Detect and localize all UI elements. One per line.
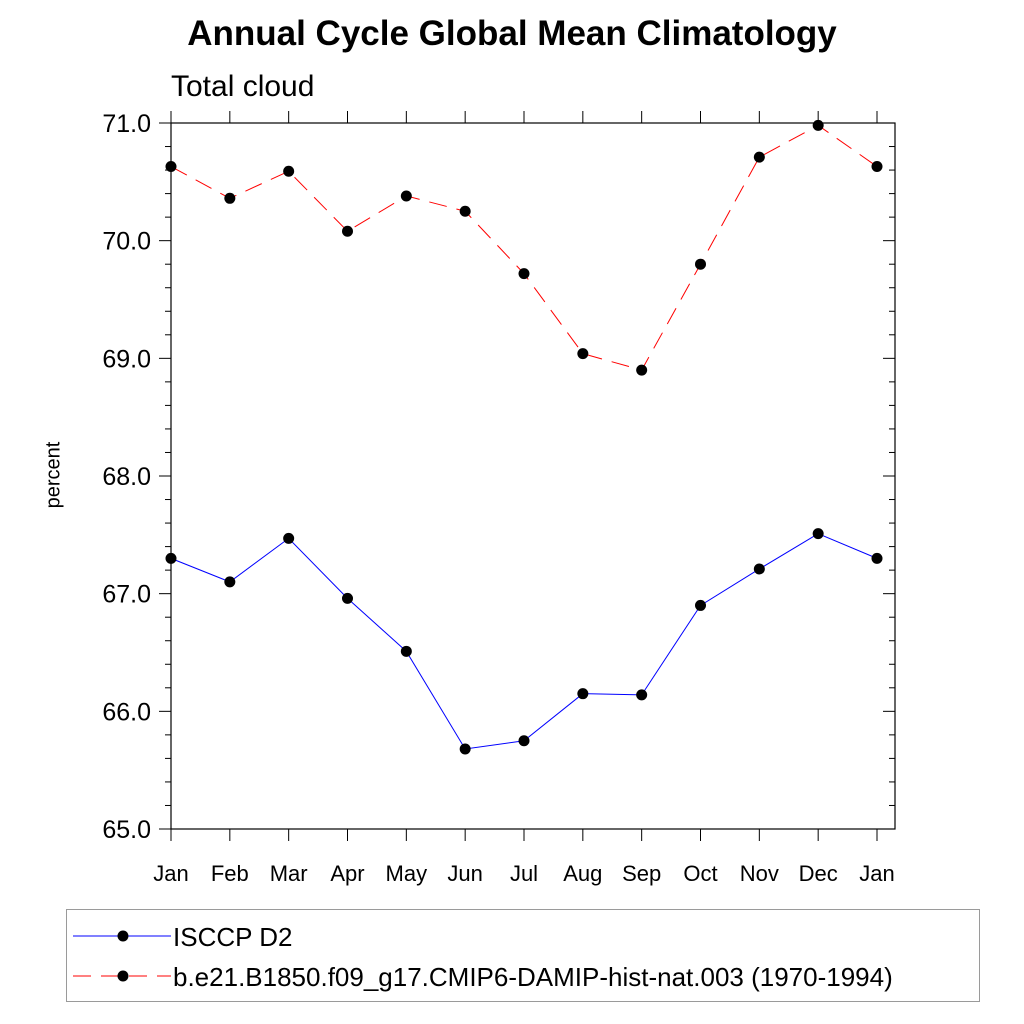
- chart-title: Annual Cycle Global Mean Climatology: [187, 14, 837, 53]
- data-point-series-1: [871, 552, 883, 564]
- data-point-series-1: [283, 532, 295, 544]
- data-point-series-1: [753, 563, 765, 575]
- y-tick-label: 69.0: [102, 345, 151, 373]
- legend: ISCCP D2 b.e21.B1850.f09_g17.CMIP6-DAMIP…: [66, 909, 980, 1002]
- data-point-series-2: [459, 205, 471, 217]
- legend-item-series-1: ISCCP D2: [67, 916, 977, 956]
- data-point-series-1: [695, 599, 706, 611]
- y-tick-label: 70.0: [102, 228, 151, 256]
- y-tick-label: 67.0: [102, 581, 151, 609]
- x-tick-label: Jun: [447, 861, 482, 886]
- series-line-2: [170, 124, 878, 371]
- x-tick-label: May: [386, 861, 428, 886]
- x-tick-label: Oct: [683, 861, 717, 886]
- legend-item-series-2: b.e21.B1850.f09_g17.CMIP6-DAMIP-hist-nat…: [67, 956, 977, 996]
- data-point-series-1: [518, 735, 530, 747]
- data-point-series-2: [753, 151, 765, 163]
- data-point-series-2: [400, 190, 412, 202]
- y-tick-label: 71.0: [102, 110, 151, 138]
- data-point-series-2: [165, 161, 177, 173]
- data-point-series-2: [871, 161, 883, 173]
- data-point-series-1: [342, 592, 353, 604]
- data-point-series-2: [577, 348, 589, 360]
- x-tick-label: Sep: [622, 861, 661, 886]
- data-point-series-1: [224, 576, 236, 588]
- data-point-series-1: [165, 552, 177, 564]
- data-point-series-2: [283, 165, 295, 177]
- x-tick-label: Dec: [799, 861, 838, 886]
- data-point-series-2: [695, 258, 706, 270]
- x-tick-label: Jan: [859, 861, 894, 886]
- data-point-series-1: [459, 743, 471, 755]
- y-tick-label: 68.0: [102, 463, 151, 491]
- data-point-series-1: [636, 689, 648, 701]
- data-point-series-1: [400, 645, 412, 657]
- legend-label-series-2: b.e21.B1850.f09_g17.CMIP6-DAMIP-hist-nat…: [173, 962, 893, 992]
- legend-swatch-series-1: [73, 930, 171, 942]
- data-point-series-2: [224, 192, 236, 204]
- x-tick-label: Apr: [330, 861, 364, 886]
- x-tick-label: Jul: [510, 861, 538, 886]
- plot-frame: [170, 122, 896, 830]
- legend-label-series-1: ISCCP D2: [173, 922, 293, 952]
- series-line-1: [170, 533, 878, 750]
- data-point-series-1: [812, 528, 824, 540]
- x-tick-label: Feb: [211, 861, 249, 886]
- legend-swatch-series-2: [73, 970, 171, 982]
- plot-area: 65.0 66.0 67.0 68.0 69.0 70.0 71.0 Jan Feb Mar Apr…: [102, 110, 896, 886]
- chart-subtitle: Total cloud: [171, 70, 315, 103]
- data-point-series-2: [342, 225, 353, 237]
- x-tick-label: Jan: [153, 861, 188, 886]
- data-point-series-2: [518, 268, 530, 280]
- data-point-series-1: [577, 688, 589, 700]
- y-tick-label: 66.0: [102, 698, 151, 726]
- x-tick-label: Mar: [270, 861, 308, 886]
- x-tick-label: Nov: [740, 861, 779, 886]
- data-point-series-2: [812, 119, 824, 131]
- data-point-series-2: [636, 364, 648, 376]
- x-tick-label: Aug: [563, 861, 602, 886]
- y-tick-label: 65.0: [102, 816, 151, 844]
